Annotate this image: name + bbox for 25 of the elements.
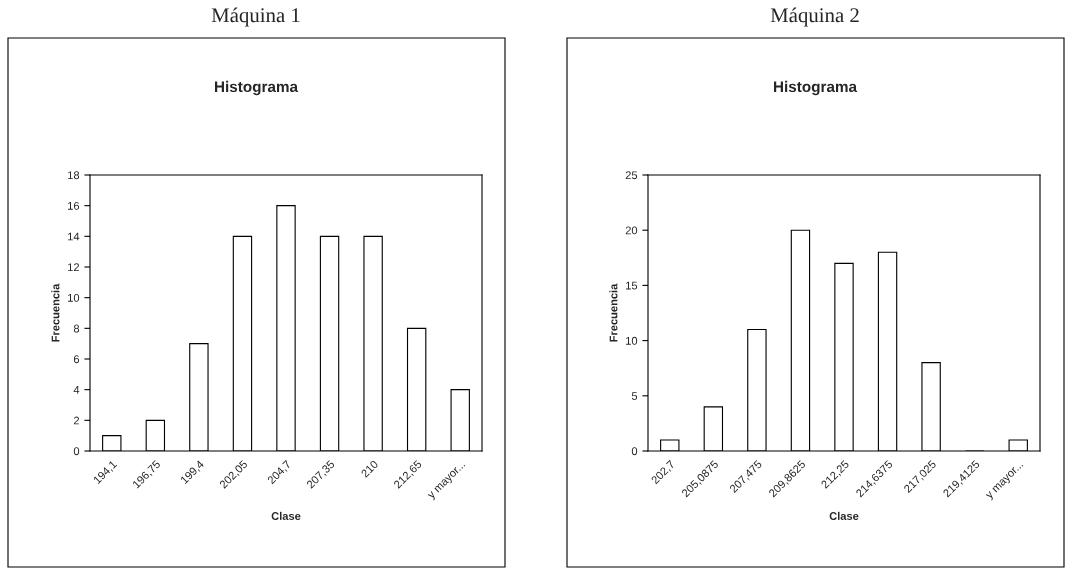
y-tick-label: 20 [625,226,638,235]
y-tick-label: 5 [631,392,638,400]
y-tick-label: 10 [626,336,638,345]
y-tick-label: 6 [73,355,80,364]
chart-subtitle: Histograma [774,80,858,96]
x-axis-title: Clase [829,511,859,520]
y-tick-label: 15 [626,281,638,290]
x-axis-title: Clase [271,511,301,520]
y-axis-title: Frecuencia [609,283,618,342]
y-tick-label: 25 [625,171,638,180]
y-tick-label: 16 [68,201,80,210]
y-tick-label: 14 [68,232,80,241]
x-tick-label: 210 [360,459,379,478]
y-tick-label: 10 [68,293,80,302]
y-tick-label: 8 [73,324,80,333]
chart-title: Máquina 2 [770,7,859,27]
chart-subtitle: Histograma [215,80,299,96]
y-tick-label: 0 [631,447,638,456]
y-axis-title: Frecuencia [51,283,60,342]
y-tick-label: 4 [73,386,80,394]
y-tick-label: 12 [68,263,80,272]
y-tick-label: 2 [73,416,80,425]
y-tick-label: 0 [73,447,80,456]
y-tick-label: 18 [68,171,80,180]
chart-title: Máquina 1 [211,7,300,27]
